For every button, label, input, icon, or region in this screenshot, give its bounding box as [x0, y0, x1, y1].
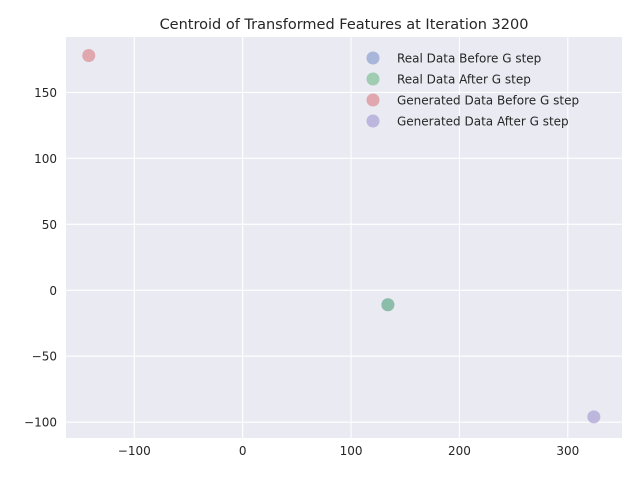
chart-title: Centroid of Transformed Features at Iter…	[160, 17, 529, 33]
legend: Real Data Before G step Real Data After G…	[366, 51, 579, 129]
legend-marker	[366, 51, 380, 65]
x-tick-label: 0	[239, 444, 247, 458]
y-tick-label: −50	[32, 350, 57, 364]
y-tick-label: 100	[34, 152, 57, 166]
legend-label: Generated Data Before G step	[397, 94, 579, 108]
x-tick-label: 200	[448, 444, 471, 458]
x-tick-label: 100	[340, 444, 363, 458]
data-point	[381, 298, 395, 312]
legend-label: Real Data Before G step	[397, 52, 541, 66]
y-tick-label: −100	[24, 416, 57, 430]
plot-area	[66, 37, 622, 438]
legend-marker	[366, 72, 380, 86]
data-point	[587, 410, 601, 424]
legend-marker	[366, 93, 380, 107]
grid-lines	[66, 37, 622, 438]
x-tick-label: 300	[556, 444, 579, 458]
data-points	[82, 48, 601, 424]
y-tick-label: 0	[49, 284, 57, 298]
data-point	[82, 48, 96, 62]
x-tick-label: −100	[118, 444, 151, 458]
x-axis-ticks: −100 0 100 200 300	[118, 444, 579, 458]
legend-label: Generated Data After G step	[397, 115, 569, 129]
y-axis-ticks: −100 −50 0 50 100 150	[24, 86, 57, 430]
y-tick-label: 150	[34, 86, 57, 100]
legend-marker	[366, 114, 380, 128]
y-tick-label: 50	[42, 218, 57, 232]
legend-label: Real Data After G step	[397, 73, 531, 87]
